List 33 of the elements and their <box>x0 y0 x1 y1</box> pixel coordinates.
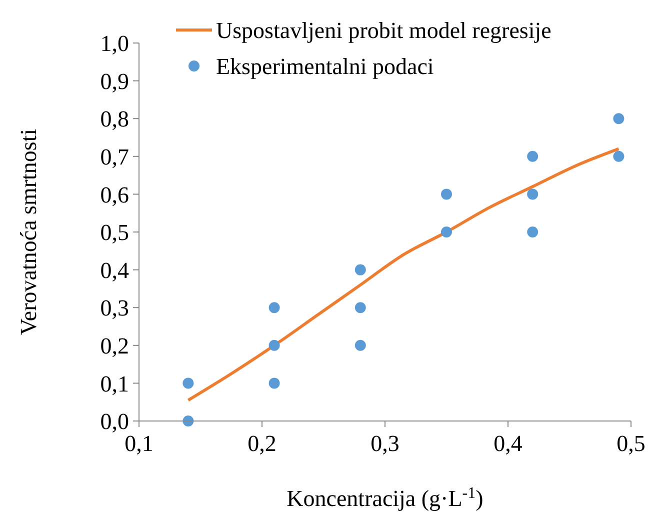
y-tick-label: 0,6 <box>100 182 129 208</box>
x-tick-label: 0,5 <box>616 431 646 456</box>
point <box>268 302 280 314</box>
y-tick-label: 0,3 <box>100 296 129 321</box>
point <box>268 378 280 389</box>
point <box>354 264 366 276</box>
x-tick-label: 0,2 <box>248 431 276 456</box>
point <box>613 150 624 162</box>
line-series <box>186 147 620 402</box>
y-tick-label: 0,7 <box>100 144 129 170</box>
point <box>354 340 366 351</box>
y-tick-label: 0,1 <box>100 371 129 396</box>
point <box>182 378 194 389</box>
y-axis-title: Verovatnoća smrtnosti <box>16 128 41 336</box>
point <box>441 188 452 200</box>
point <box>441 226 452 238</box>
y-tick-label: 0,5 <box>100 220 129 246</box>
x-tick-label: 0,3 <box>370 431 400 456</box>
y-tick-label: 0,9 <box>100 68 129 94</box>
y-tick-label: 0,4 <box>100 258 130 283</box>
x-axis-title: Koncentracija (g·L$^{-1}$) <box>286 484 484 511</box>
point <box>613 113 624 124</box>
point <box>527 226 538 238</box>
point <box>527 150 538 162</box>
point <box>354 302 366 314</box>
y-tick-label: 1,0 <box>100 31 129 56</box>
legend-label: Eksperimentalni podaci <box>216 54 434 80</box>
x-tick-label: 0,4 <box>494 431 523 456</box>
y-tick-label: 0,8 <box>100 106 129 132</box>
point <box>527 188 538 200</box>
point <box>268 340 280 351</box>
y-tick-label: 0,2 <box>100 333 129 358</box>
legend-label: Uspostavljeni probit model regresije <box>216 18 552 44</box>
